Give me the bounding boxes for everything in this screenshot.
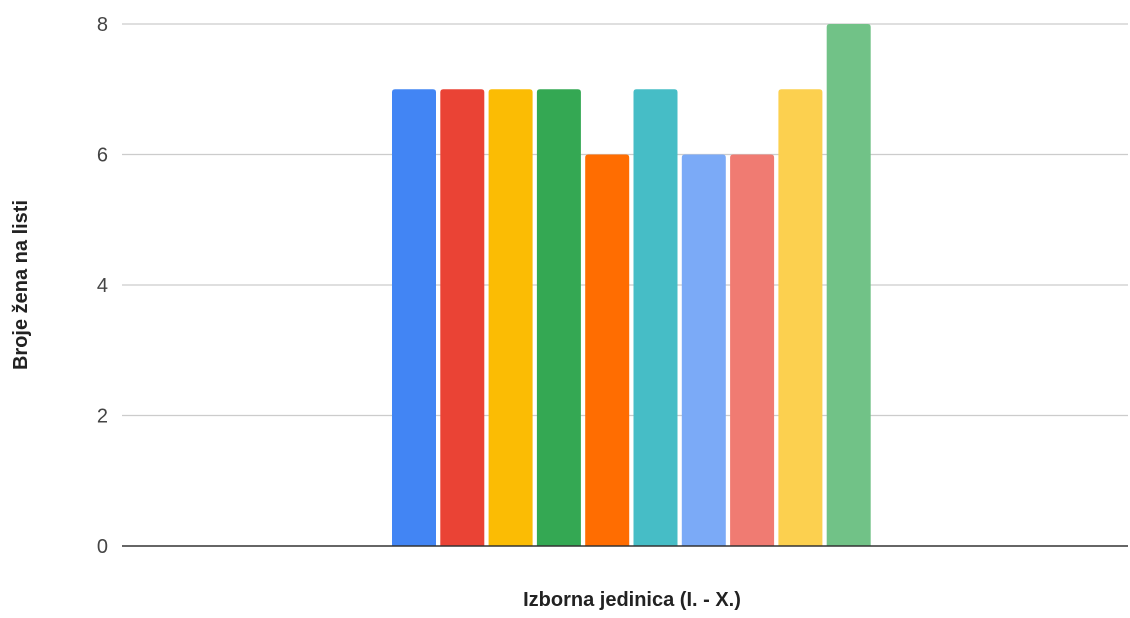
y-tick-label: 4	[97, 275, 108, 297]
bar-9	[778, 89, 823, 546]
bar-8	[730, 154, 775, 546]
y-tick-label: 0	[97, 536, 108, 558]
y-axis-title: Broje žena na listi	[10, 200, 32, 370]
y-axis-ticks: 0 2 4 6 8	[97, 14, 108, 558]
bar-10	[826, 24, 871, 546]
y-tick-label: 6	[97, 145, 108, 167]
bars	[392, 24, 871, 546]
y-tick-label: 2	[97, 406, 108, 428]
bar-1	[392, 89, 436, 546]
bar-5	[585, 154, 630, 546]
bar-4	[536, 89, 581, 546]
bar-2	[440, 89, 485, 546]
bar-6	[633, 89, 678, 546]
y-tick-label: 8	[97, 14, 108, 36]
bar-3	[488, 89, 533, 546]
bar-7	[681, 154, 726, 546]
x-axis-title: Izborna jedinica (I. - X.)	[523, 589, 741, 611]
